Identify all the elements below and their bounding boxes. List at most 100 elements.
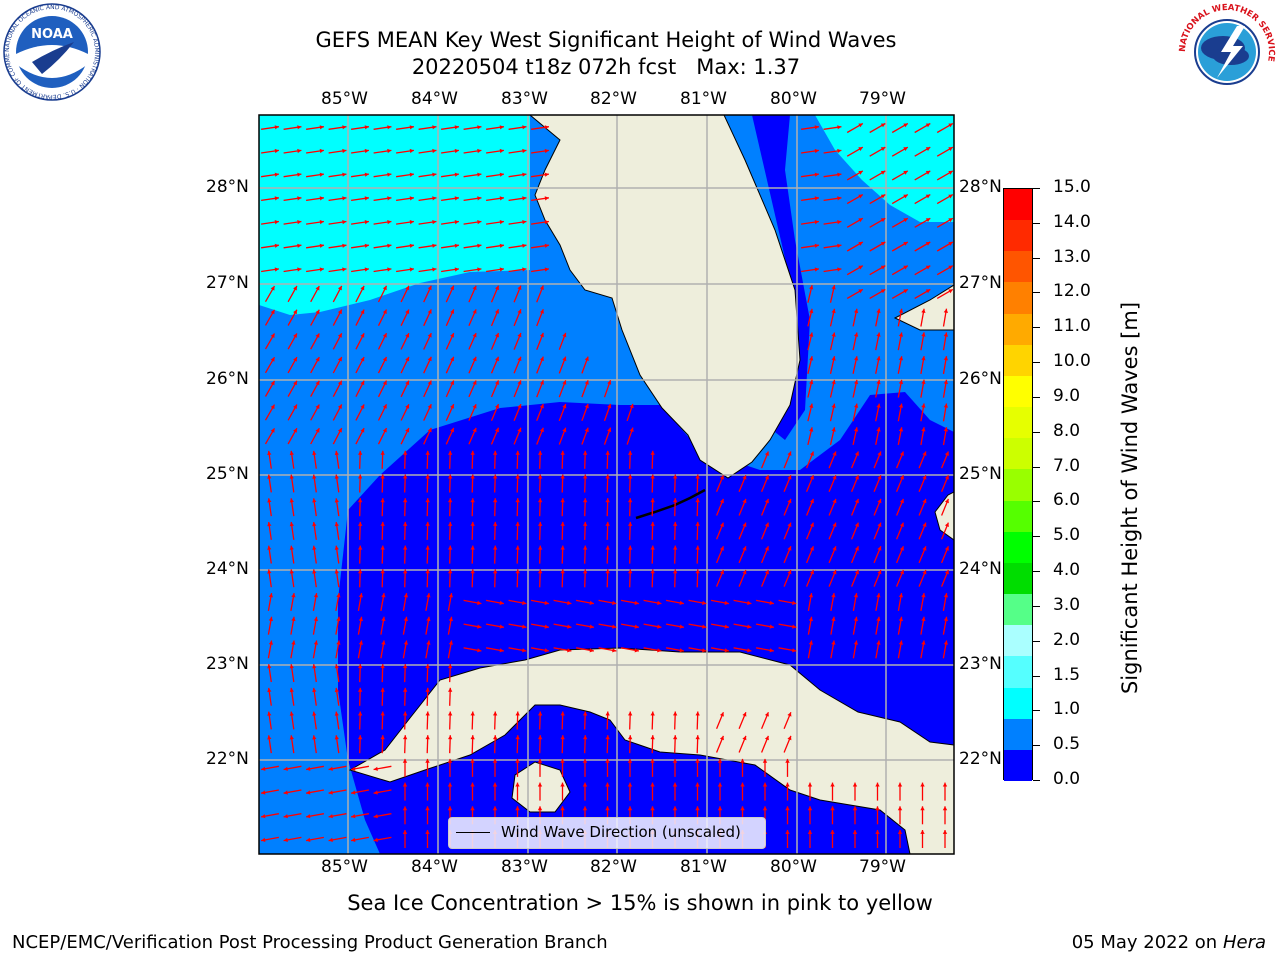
wave-direction-arrowhead [898, 308, 904, 313]
wave-direction-arrowhead [450, 356, 454, 362]
wave-direction-arrowhead [472, 404, 477, 409]
wave-direction-arrowhead [517, 356, 522, 362]
wave-direction-arrowhead [837, 220, 842, 225]
wave-direction-arrowhead [342, 220, 347, 225]
wave-direction-arrowhead [858, 147, 863, 151]
wave-direction-arrowhead [360, 285, 365, 291]
map-title-line1: GEFS MEAN Key West Significant Height of… [315, 28, 897, 52]
wave-direction-arrowhead [673, 498, 678, 503]
wave-direction-arrowhead [312, 522, 317, 527]
wave-direction-arrowhead [358, 711, 363, 716]
colorbar-segment [1004, 500, 1032, 533]
wave-direction-arrowhead [427, 404, 432, 409]
wave-direction-arrowhead [538, 569, 543, 574]
wave-direction-arrowhead [876, 403, 881, 408]
wave-direction-arrowhead [787, 475, 792, 480]
wave-direction-arrowhead [306, 766, 311, 771]
wave-direction-arrowhead [409, 125, 414, 130]
wave-direction-arrowhead [627, 758, 633, 763]
wave-direction-arrowhead [809, 427, 814, 432]
wave-direction-arrowhead [267, 735, 272, 740]
wave-direction-arrowhead [499, 624, 504, 629]
wave-direction-arrowhead [425, 664, 430, 669]
wave-direction-arrowhead [447, 758, 453, 763]
wave-direction-arrowhead [764, 522, 769, 527]
wave-direction-arrowhead [854, 356, 859, 361]
wave-direction-arrowhead [450, 404, 454, 409]
wave-direction-arrowhead [539, 404, 544, 409]
wave-direction-arrowhead [427, 309, 432, 314]
wave-direction-arrowhead [380, 664, 385, 669]
wave-direction-arrowhead [544, 600, 549, 605]
colorbar-segment [1004, 562, 1032, 595]
lon-label-bottom: 82°W [590, 857, 637, 877]
colorbar-tick-mark [1033, 640, 1040, 642]
wave-direction-arrowhead [925, 123, 931, 128]
wave-direction-arrowhead [447, 782, 453, 787]
wave-direction-arrowhead [495, 404, 499, 409]
colorbar-tick-label: 0.5 [1053, 734, 1081, 755]
wave-direction-arrowhead [522, 196, 527, 201]
colorbar-tick-mark [1033, 780, 1040, 781]
wave-direction-arrowhead [380, 735, 385, 740]
wave-direction-arrowhead [605, 498, 610, 503]
wave-direction-arrowhead [880, 218, 886, 223]
wave-direction-arrowhead [297, 243, 302, 248]
wave-direction-arrowhead [673, 545, 678, 550]
colorbar-tick-label: 3.0 [1053, 594, 1081, 615]
colorbar-tick-mark [1033, 571, 1040, 573]
legend-line-swatch [456, 832, 490, 833]
wave-direction-arrowhead [762, 782, 768, 787]
wave-direction-arrowhead [387, 148, 392, 154]
wave-direction-arrowhead [650, 735, 655, 740]
wave-direction-arrowhead [337, 380, 342, 386]
wave-direction-arrowhead [522, 148, 527, 154]
wave-direction-arrowhead [289, 450, 294, 456]
wave-direction-arrowhead [880, 265, 886, 270]
wave-direction-arrowhead [903, 123, 908, 128]
wave-direction-arrowhead [470, 521, 475, 526]
wave-direction-arrowhead [562, 380, 567, 385]
wave-direction-arrowhead [432, 267, 437, 272]
wave-direction-arrowhead [944, 546, 949, 551]
wave-direction-arrowhead [470, 735, 475, 740]
wave-direction-arrowhead [380, 521, 385, 526]
lon-label-top: 80°W [770, 89, 817, 109]
wave-direction-arrowhead [858, 289, 863, 294]
wave-direction-arrowhead [764, 475, 769, 480]
wave-direction-arrowhead [943, 356, 948, 361]
wave-direction-arrowhead [522, 648, 527, 653]
colorbar-tick-mark [1033, 675, 1040, 677]
wave-direction-arrowhead [589, 600, 594, 605]
wave-direction-arrowhead [538, 474, 543, 479]
lat-label-right: 27°N [959, 273, 1002, 293]
wave-direction-arrowhead [448, 593, 453, 598]
wave-direction-arrowhead [560, 806, 565, 811]
wave-direction-arrowhead [360, 333, 365, 338]
wave-direction-arrowhead [315, 380, 320, 386]
wave-direction-arrowhead [544, 267, 549, 272]
wave-direction-arrowhead [628, 545, 633, 550]
wave-direction-arrowhead [628, 498, 633, 503]
wave-direction-arrowhead [432, 243, 437, 248]
wave-direction-arrowhead [898, 427, 904, 432]
wave-direction-arrowhead [809, 403, 814, 408]
sea-ice-note: Sea Ice Concentration > 15% is shown in … [347, 891, 933, 915]
wave-direction-arrowhead [921, 593, 926, 598]
colorbar-segment [1004, 220, 1032, 252]
wave-direction-arrowhead [808, 593, 813, 598]
lon-label-top: 81°W [680, 89, 727, 109]
map-legend: Wind Wave Direction (unscaled) [448, 817, 766, 849]
wave-direction-arrowhead [337, 285, 342, 291]
wave-direction-arrowhead [270, 333, 275, 338]
wave-direction-arrowhead [522, 125, 527, 130]
wave-direction-arrowhead [450, 427, 454, 433]
wave-direction-arrowhead [470, 569, 475, 574]
wave-direction-arrowhead [293, 404, 297, 409]
wave-direction-arrowhead [785, 782, 790, 787]
wave-direction-arrowhead [809, 356, 814, 361]
wave-direction-arrowhead [334, 687, 339, 693]
wave-direction-arrowhead [539, 332, 544, 338]
wave-direction-arrowhead [472, 427, 477, 433]
wave-direction-arrowhead [425, 450, 430, 455]
